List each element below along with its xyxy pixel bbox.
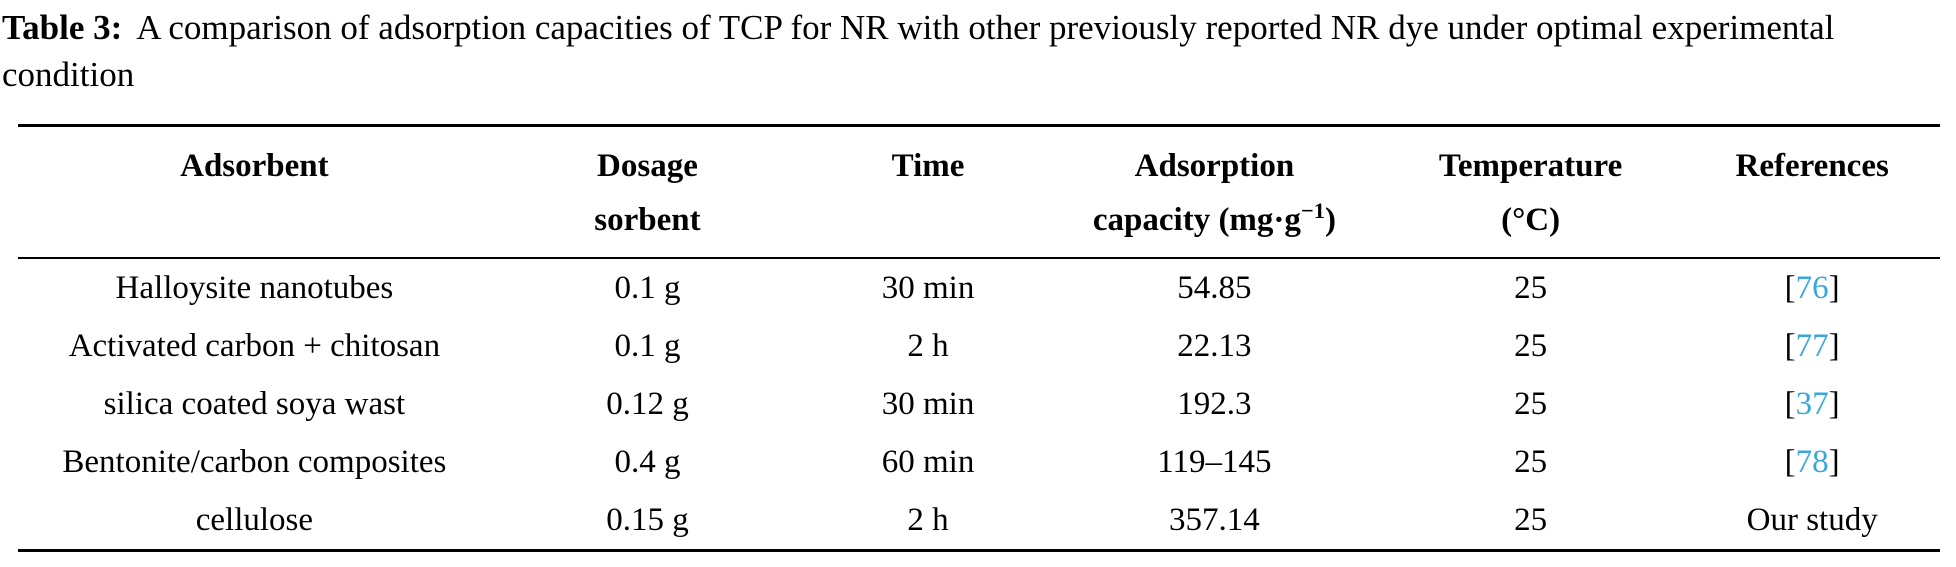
cell-time: 2 h bbox=[907, 502, 949, 538]
unit-text-close: ) bbox=[1324, 202, 1336, 238]
cell-adsorbent: Activated carbon + chitosan bbox=[68, 328, 441, 364]
citation-link[interactable]: 76 bbox=[1795, 270, 1829, 306]
cell-reference: [78] bbox=[1684, 433, 1940, 491]
header-label: Adsorption bbox=[1134, 148, 1295, 184]
header-label-unit: capacity (mg·g−1) bbox=[1052, 193, 1377, 247]
cell-adsorbent: silica coated soya wast bbox=[103, 386, 406, 422]
comparison-table: Adsorbent Dosage sorbent Time Adsorption… bbox=[18, 124, 1940, 552]
cell-time: 60 min bbox=[881, 444, 975, 480]
citation-link[interactable]: 78 bbox=[1795, 444, 1829, 480]
table-caption-text: A comparison of adsorption capacities of… bbox=[2, 8, 1835, 94]
cell-temperature: 25 bbox=[1514, 444, 1548, 480]
cell-adsorbent: Halloysite nanotubes bbox=[115, 270, 394, 306]
header-label: References bbox=[1735, 148, 1889, 184]
header-label: Temperature bbox=[1438, 148, 1623, 184]
table-row: Halloysite nanotubes 0.1 g 30 min 54.85 … bbox=[18, 258, 1940, 317]
col-header-dosage-sorbent: Dosage sorbent bbox=[490, 125, 805, 259]
citation-bracket-open: [ bbox=[1784, 444, 1796, 480]
cell-capacity: 192.3 bbox=[1177, 386, 1252, 422]
citation-link[interactable]: 37 bbox=[1795, 386, 1829, 422]
cell-time: 2 h bbox=[907, 328, 949, 364]
header-label: Dosage bbox=[597, 148, 698, 184]
col-header-time: Time bbox=[804, 125, 1053, 259]
cell-reference: Our study bbox=[1746, 502, 1878, 538]
table-caption-label: Table 3: bbox=[2, 8, 123, 47]
citation-bracket-close: ] bbox=[1828, 444, 1840, 480]
cell-time: 30 min bbox=[881, 270, 975, 306]
cell-temperature: 25 bbox=[1514, 328, 1548, 364]
citation-bracket-open: [ bbox=[1784, 386, 1796, 422]
cell-dosage: 0.4 g bbox=[614, 444, 681, 480]
cell-temperature: 25 bbox=[1514, 502, 1548, 538]
unit-superscript: −1 bbox=[1300, 198, 1325, 223]
cell-dosage: 0.15 g bbox=[606, 502, 689, 538]
header-label: (°C) bbox=[1501, 202, 1561, 238]
cell-reference: [37] bbox=[1684, 375, 1940, 433]
header-row: Adsorbent Dosage sorbent Time Adsorption… bbox=[18, 125, 1940, 259]
table-row: silica coated soya wast 0.12 g 30 min 19… bbox=[18, 375, 1940, 433]
table-row: Activated carbon + chitosan 0.1 g 2 h 22… bbox=[18, 317, 1940, 375]
cell-dosage: 0.12 g bbox=[606, 386, 689, 422]
col-header-temperature: Temperature (°C) bbox=[1376, 125, 1685, 259]
cell-adsorbent: cellulose bbox=[195, 502, 314, 538]
table-caption: Table 3: A comparison of adsorption capac… bbox=[2, 4, 1954, 98]
cell-temperature: 25 bbox=[1514, 270, 1548, 306]
citation-bracket-close: ] bbox=[1828, 328, 1840, 364]
header-label: Adsorbent bbox=[180, 148, 329, 184]
citation-bracket-close: ] bbox=[1828, 270, 1840, 306]
header-label: sorbent bbox=[594, 202, 701, 238]
cell-adsorbent: Bentonite/carbon composites bbox=[62, 444, 447, 480]
col-header-references: References bbox=[1684, 125, 1940, 259]
citation-link[interactable]: 77 bbox=[1795, 328, 1829, 364]
citation-bracket-open: [ bbox=[1784, 270, 1796, 306]
cell-dosage: 0.1 g bbox=[614, 270, 681, 306]
cell-reference: [76] bbox=[1684, 258, 1940, 317]
table-row: Bentonite/carbon composites 0.4 g 60 min… bbox=[18, 433, 1940, 491]
cell-dosage: 0.1 g bbox=[614, 328, 681, 364]
cell-time: 30 min bbox=[881, 386, 975, 422]
unit-text: capacity (mg·g bbox=[1092, 202, 1301, 238]
citation-bracket-open: [ bbox=[1784, 328, 1796, 364]
citation-bracket-close: ] bbox=[1828, 386, 1840, 422]
cell-capacity: 119–145 bbox=[1157, 444, 1272, 480]
cell-capacity: 22.13 bbox=[1177, 328, 1252, 364]
cell-reference: [77] bbox=[1684, 317, 1940, 375]
header-label: Time bbox=[891, 148, 965, 184]
table-body: Halloysite nanotubes 0.1 g 30 min 54.85 … bbox=[18, 258, 1940, 551]
table-row: cellulose 0.15 g 2 h 357.14 25 Our study bbox=[18, 491, 1940, 551]
col-header-adsorption-capacity: Adsorption capacity (mg·g−1) bbox=[1052, 125, 1377, 259]
cell-temperature: 25 bbox=[1514, 386, 1548, 422]
table-header: Adsorbent Dosage sorbent Time Adsorption… bbox=[18, 125, 1940, 259]
cell-capacity: 357.14 bbox=[1169, 502, 1260, 538]
cell-capacity: 54.85 bbox=[1177, 270, 1252, 306]
col-header-adsorbent: Adsorbent bbox=[18, 125, 491, 259]
